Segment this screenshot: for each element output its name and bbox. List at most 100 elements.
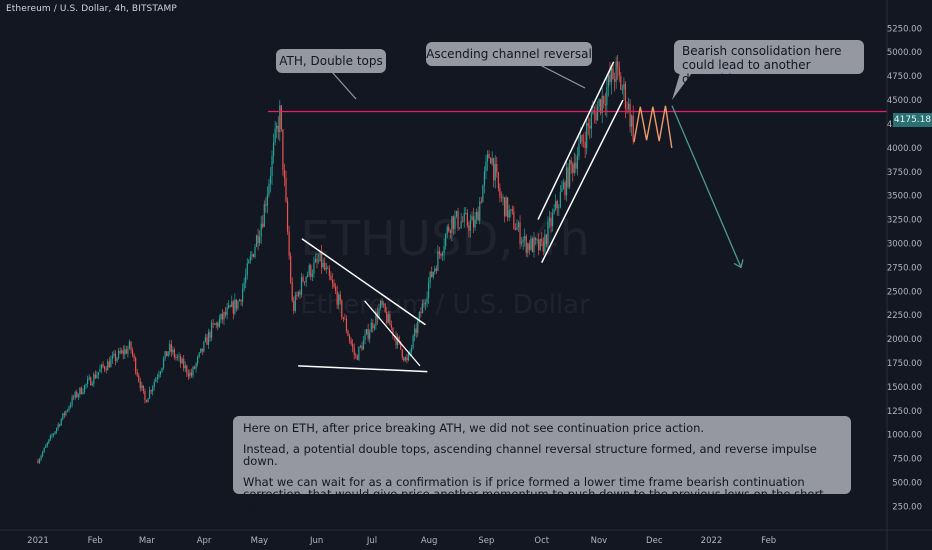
candle-body bbox=[52, 433, 55, 436]
y-tick-label: 2750.00 bbox=[887, 263, 922, 273]
candle-body bbox=[615, 61, 617, 82]
candle-body bbox=[431, 271, 433, 278]
y-tick-label: 5250.00 bbox=[887, 24, 922, 34]
candle-body bbox=[299, 291, 301, 295]
candle-body bbox=[268, 183, 270, 195]
callout-consolidation-pointer bbox=[672, 73, 692, 100]
candle-body bbox=[407, 353, 410, 361]
candle-body bbox=[176, 356, 179, 358]
candle-body bbox=[59, 424, 61, 426]
candle-body bbox=[561, 188, 563, 192]
triangle-upper-line[interactable] bbox=[301, 238, 426, 326]
candle-body bbox=[266, 194, 268, 206]
candle-body bbox=[476, 211, 478, 220]
candle-body bbox=[192, 367, 194, 376]
candle-body bbox=[423, 303, 425, 305]
candle-body bbox=[231, 301, 233, 307]
candle-body bbox=[575, 162, 577, 169]
candle-body bbox=[583, 141, 585, 143]
candle-body bbox=[240, 299, 242, 302]
candle-body bbox=[412, 336, 414, 348]
candle-body bbox=[517, 222, 520, 228]
candle-body bbox=[221, 313, 224, 320]
candle-body bbox=[229, 305, 231, 307]
candle-body bbox=[438, 251, 441, 254]
y-tick-label: 750.00 bbox=[892, 455, 922, 465]
candle-body bbox=[186, 365, 188, 374]
candle-body bbox=[271, 155, 273, 176]
candle-body bbox=[569, 160, 571, 187]
candle-body bbox=[274, 128, 276, 143]
triangle-lower-line[interactable] bbox=[298, 365, 428, 373]
candle-body bbox=[443, 246, 445, 254]
callout-ath: ATH, Double tops bbox=[276, 49, 386, 73]
x-tick-label: Nov bbox=[591, 536, 608, 546]
candle-body bbox=[321, 251, 323, 268]
candle-body bbox=[158, 374, 160, 378]
projection-arrow-line[interactable] bbox=[671, 105, 742, 268]
candle-body bbox=[57, 424, 59, 429]
candle-body bbox=[195, 363, 197, 369]
candle-body bbox=[131, 350, 134, 355]
candle-body bbox=[528, 243, 530, 250]
candle-body bbox=[486, 154, 489, 162]
candle-body bbox=[335, 286, 337, 292]
candle-body bbox=[85, 383, 87, 386]
candle-body bbox=[375, 312, 377, 326]
candle-body bbox=[567, 167, 569, 187]
candle-body bbox=[77, 394, 79, 397]
candle-body bbox=[542, 241, 544, 252]
callout-channel-pointer bbox=[539, 64, 586, 89]
candle-body bbox=[133, 354, 135, 358]
candle-body bbox=[378, 308, 380, 319]
symbol-header[interactable]: Ethereum / U.S. Dollar, 4h, BITSTAMP bbox=[6, 4, 177, 14]
candle-body bbox=[105, 369, 107, 371]
candle-body bbox=[220, 313, 222, 320]
channel-lower-line[interactable] bbox=[541, 99, 624, 263]
candle-body bbox=[533, 237, 535, 253]
candle-body bbox=[259, 236, 261, 244]
candle-body bbox=[201, 348, 203, 352]
candle-body bbox=[414, 328, 416, 337]
candle-body bbox=[161, 367, 163, 372]
candle-body bbox=[482, 185, 484, 203]
candle-body bbox=[541, 238, 543, 242]
candle-body bbox=[390, 325, 392, 328]
candle-body bbox=[145, 400, 148, 403]
candle-body bbox=[254, 246, 256, 257]
x-tick-label: Mar bbox=[139, 536, 156, 546]
channel-upper-line[interactable] bbox=[537, 61, 615, 220]
candle-body bbox=[624, 83, 627, 109]
candle-body bbox=[242, 288, 244, 302]
candle-body bbox=[432, 271, 434, 278]
candle-body bbox=[316, 258, 318, 262]
candle-body bbox=[514, 228, 516, 230]
candle-body bbox=[116, 358, 118, 362]
candle-body bbox=[300, 277, 303, 295]
candle-body bbox=[497, 172, 499, 189]
candle-body bbox=[152, 387, 154, 392]
candle-body bbox=[173, 349, 175, 358]
x-tick-label: 2022 bbox=[701, 536, 723, 546]
candle-body bbox=[525, 236, 527, 253]
wedge-line[interactable] bbox=[364, 300, 421, 367]
candle-body bbox=[626, 108, 628, 110]
time-axis[interactable]: 2021 Feb Mar Apr May Jun Jul Aug Sep Oct Nov Dec 202… bbox=[0, 529, 932, 546]
candle-body bbox=[485, 161, 487, 172]
candle-body bbox=[381, 300, 383, 305]
projected-consolidation[interactable] bbox=[633, 105, 673, 148]
candle-body bbox=[612, 68, 614, 80]
candle-body bbox=[530, 238, 532, 250]
candle-body bbox=[42, 452, 44, 456]
candle-body bbox=[255, 235, 258, 247]
candle-body bbox=[395, 336, 397, 346]
candle-body bbox=[621, 89, 623, 91]
candle-body bbox=[69, 405, 72, 408]
candle-body bbox=[282, 129, 284, 170]
price-axis[interactable]: 5250.005000.004750.004500.004250.004000.… bbox=[886, 0, 922, 550]
candle-body bbox=[550, 217, 552, 227]
candle-body bbox=[234, 299, 236, 314]
y-tick-label: 2000.00 bbox=[887, 335, 922, 345]
y-tick-label: 1000.00 bbox=[887, 431, 922, 441]
